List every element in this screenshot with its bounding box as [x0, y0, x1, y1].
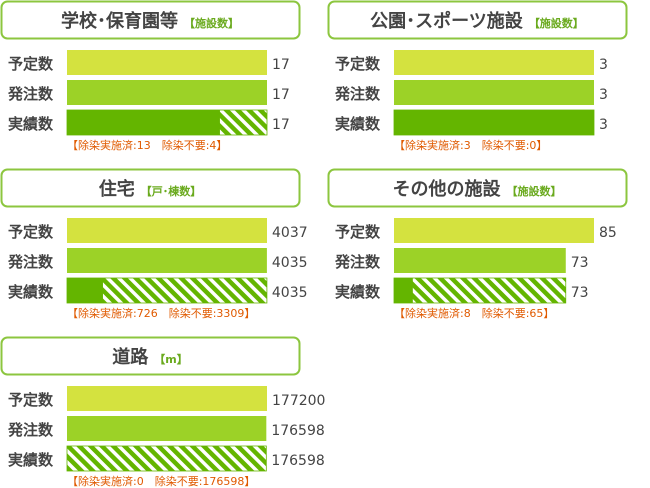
row-label-actual: 実績数: [335, 115, 381, 133]
breakdown-note: 【除染実施済:3 除染不要:0】: [394, 138, 547, 152]
bar-ordered: [67, 248, 267, 273]
breakdown-note: 【除染実施済:726 除染不要:3309】: [67, 306, 255, 320]
chart-title-box: [327, 0, 628, 40]
chart-unit: 【施設数】: [507, 184, 562, 198]
bar-planned: [67, 218, 267, 243]
row-label-actual: 実績数: [8, 451, 54, 469]
bar-planned: [67, 386, 267, 411]
value-label-ordered: 4035: [272, 255, 308, 271]
chart-unit: 【施設数】: [184, 16, 239, 30]
bar-planned: [67, 50, 267, 75]
value-label-ordered: 17: [272, 87, 290, 103]
chart-title: 公園･スポーツ施設 【施設数】: [370, 10, 584, 32]
chart-title: 住宅 【戸･棟数】: [99, 178, 202, 200]
bar-actual-not-required: [66, 445, 267, 472]
row-label-actual: 実績数: [8, 283, 54, 301]
chart-title-box: [0, 0, 301, 40]
bar-ordered: [67, 416, 267, 441]
chart-panel: 道路 【m】予定数 177200 発注数 176598 実績数 176598 【除染実施済:0…: [0, 336, 325, 488]
chart-panel: 学校･保育園等 【施設数】予定数 17 発注数 17 実績数 17 【除染実施済:13 除染不…: [0, 0, 301, 152]
value-label-actual: 17: [272, 117, 290, 133]
bar-actual-completed: [394, 278, 413, 303]
bar-ordered: [394, 80, 594, 105]
chart-title: 学校･保育園等 【施設数】: [61, 10, 239, 32]
row-label-planned: 予定数: [8, 55, 54, 73]
row-label-planned: 予定数: [8, 391, 54, 409]
breakdown-note: 【除染実施済:0 除染不要:176598】: [67, 474, 255, 488]
row-label-actual: 実績数: [8, 115, 54, 133]
value-label-planned: 85: [599, 225, 617, 241]
value-label-planned: 3: [599, 57, 608, 73]
chart-title-text: 公園･スポーツ施設: [370, 10, 524, 32]
chart-panel: 公園･スポーツ施設 【施設数】予定数 3 発注数 3 実績数 3 【除染実施済:3 除染不要:…: [327, 0, 628, 152]
chart-unit: 【戸･棟数】: [141, 184, 202, 198]
bar-ordered: [394, 248, 566, 273]
chart-unit: 【施設数】: [529, 16, 584, 30]
chart-unit: 【m】: [154, 353, 187, 366]
row-label-planned: 予定数: [8, 223, 54, 241]
value-label-actual: 3: [599, 117, 608, 133]
breakdown-note: 【除染実施済:8 除染不要:65】: [394, 306, 554, 320]
value-label-ordered: 3: [599, 87, 608, 103]
chart-title: その他の施設 【施設数】: [393, 178, 562, 200]
bar-actual-not-required: [393, 277, 567, 304]
value-label-actual: 176598: [271, 453, 324, 469]
chart-panel: その他の施設 【施設数】予定数 85 発注数 73 実績数 73 【除染実施済:8 除染不要:…: [327, 168, 628, 320]
row-label-ordered: 発注数: [7, 253, 54, 271]
chart-title-text: 住宅: [99, 178, 135, 200]
chart-title-box: [327, 168, 628, 208]
value-label-ordered: 176598: [271, 423, 324, 439]
chart-title-text: その他の施設: [393, 178, 502, 200]
row-label-ordered: 発注数: [7, 85, 54, 103]
bar-ordered: [67, 80, 267, 105]
chart-panel: 住宅 【戸･棟数】予定数 4037 発注数 4035 実績数 4035 【除染実施済:726 …: [0, 168, 308, 320]
bar-actual-completed: [67, 110, 220, 135]
value-label-planned: 17: [272, 57, 290, 73]
bar-planned: [394, 218, 594, 243]
chart-title-box: [0, 168, 301, 208]
row-label-ordered: 発注数: [334, 253, 381, 271]
value-label-planned: 177200: [272, 393, 325, 409]
row-label-ordered: 発注数: [7, 421, 54, 439]
value-label-actual: 73: [571, 285, 589, 301]
value-label-planned: 4037: [272, 225, 308, 241]
breakdown-note: 【除染実施済:13 除染不要:4】: [67, 138, 227, 152]
row-label-actual: 実績数: [335, 283, 381, 301]
chart-title-box: [0, 336, 301, 376]
value-label-ordered: 73: [571, 255, 589, 271]
row-label-planned: 予定数: [335, 55, 381, 73]
chart-title: 道路 【m】: [112, 346, 187, 368]
bar-actual-completed: [67, 278, 103, 303]
bar-planned: [394, 50, 594, 75]
row-label-planned: 予定数: [335, 223, 381, 241]
chart-title-text: 学校･保育園等: [61, 10, 178, 32]
row-label-ordered: 発注数: [334, 85, 381, 103]
chart-title-text: 道路: [112, 346, 149, 368]
bar-actual-completed: [394, 110, 594, 135]
value-label-actual: 4035: [272, 285, 308, 301]
